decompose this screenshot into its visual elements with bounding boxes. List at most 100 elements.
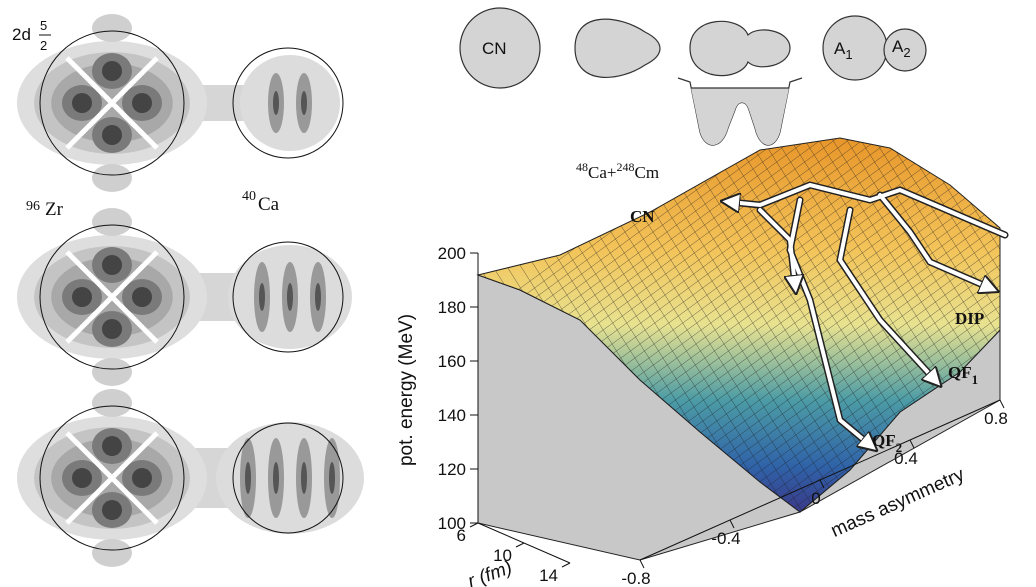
density-core [72, 93, 92, 113]
density-core [301, 462, 307, 494]
mesh-line [651, 138, 1000, 512]
density-core [102, 436, 122, 456]
r-tick [515, 542, 525, 548]
mesh-line [1016, 120, 1036, 530]
cn-label: CN [630, 207, 655, 226]
density-tail [92, 208, 132, 236]
density-tail [92, 164, 132, 192]
asymmetry-tick-label: 0.8 [984, 409, 1008, 428]
asymmetry-tick [819, 479, 825, 489]
mesh-line [861, 138, 1000, 512]
density-tail [92, 539, 132, 567]
mesh-line [679, 138, 1000, 512]
nodal-line [65, 56, 159, 150]
nodal-line [65, 250, 159, 344]
density-core [273, 91, 279, 115]
nucleus-1-mass: 96 [26, 199, 40, 214]
reaction-label: 48Ca+248Cm [576, 160, 659, 182]
energy-tick-label: 160 [438, 352, 466, 371]
zr-circle [39, 405, 185, 551]
density-blob [17, 389, 207, 567]
dip-label: DIP [955, 309, 984, 328]
mesh-line [847, 138, 1000, 512]
energy-tick-label: 140 [438, 406, 466, 425]
nodal-line [65, 431, 159, 525]
density-blob [17, 208, 207, 386]
mesh-line [478, 138, 877, 512]
qf1-label: QF1 [948, 363, 978, 387]
mesh-line [707, 138, 1000, 512]
orbital-j-den: 2 [40, 38, 47, 53]
r-axis-label: r (fm) [465, 557, 515, 587]
density-blob [17, 14, 207, 192]
density-core [287, 283, 293, 311]
r-tick [469, 522, 479, 528]
mesh-line [749, 138, 1000, 512]
density-tail [92, 389, 132, 417]
orbital-label: 2d [12, 25, 31, 44]
density-core [132, 287, 152, 307]
mesh-line [721, 138, 1000, 512]
cn-shape-label: CN [482, 39, 507, 58]
mesh-line [665, 138, 1000, 512]
density-blob [216, 422, 364, 534]
r-tick-label: 14 [539, 566, 558, 585]
asymmetry-tick [729, 519, 735, 529]
asymmetry-tick-label: 0.4 [894, 449, 918, 468]
density-level [216, 422, 364, 534]
asymmetry-tick [639, 559, 645, 569]
nucleus-2-symbol: Ca [258, 194, 280, 215]
zr-circle [39, 224, 185, 370]
density-core [102, 61, 122, 81]
energy-axis-label: pot. energy (MeV) [396, 314, 417, 466]
mesh-line [875, 138, 1000, 512]
mesh-line [1002, 120, 1036, 530]
density-core [72, 468, 92, 488]
mesh-line [1016, 120, 1036, 530]
density-core [259, 283, 265, 311]
density-core [315, 283, 321, 311]
mesh-line [903, 138, 1000, 512]
orbital-panel [17, 14, 364, 567]
density-core [273, 462, 279, 494]
density-core [102, 319, 122, 339]
ca-circle [232, 241, 344, 353]
density-core [102, 500, 122, 520]
asymmetry-tick-label: 0 [811, 489, 820, 508]
nucleus-2-mass: 40 [242, 189, 256, 204]
mesh-line [735, 138, 1000, 512]
fragment-1-label: A1 [834, 39, 853, 62]
energy-tick-label: 180 [438, 298, 466, 317]
density-level [240, 55, 340, 151]
density-core [132, 93, 152, 113]
energy-tick-label: 100 [438, 514, 466, 533]
mesh-line [1002, 120, 1036, 530]
orbital-j-num: 5 [40, 18, 47, 33]
asymmetry-tick-label: -0.8 [621, 569, 650, 587]
nucleus-1-symbol: Zr [45, 199, 64, 220]
mesh-line [693, 138, 1000, 512]
density-core [329, 462, 335, 494]
density-core [102, 125, 122, 145]
density-blob [240, 55, 340, 151]
zr-circle [39, 30, 185, 176]
density-tail [92, 358, 132, 386]
asymmetry-tick [999, 399, 1005, 409]
r-tick [561, 562, 571, 568]
asymmetry-tick [909, 439, 915, 449]
ca-circle [232, 47, 344, 159]
ca-circle [232, 422, 344, 534]
mesh-line [819, 138, 1000, 512]
fragment-2-label: A2 [892, 37, 911, 60]
mesh-line [889, 138, 1000, 512]
r-tick-label: 6 [457, 526, 466, 545]
density-core [245, 462, 251, 494]
mesh-line [478, 138, 933, 512]
density-blob [228, 245, 352, 349]
energy-tick-label: 200 [438, 244, 466, 263]
qf2-label: QF2 [872, 431, 902, 455]
energy-tick-label: 120 [438, 460, 466, 479]
shape-sequence [459, 7, 927, 146]
density-tail [92, 14, 132, 42]
